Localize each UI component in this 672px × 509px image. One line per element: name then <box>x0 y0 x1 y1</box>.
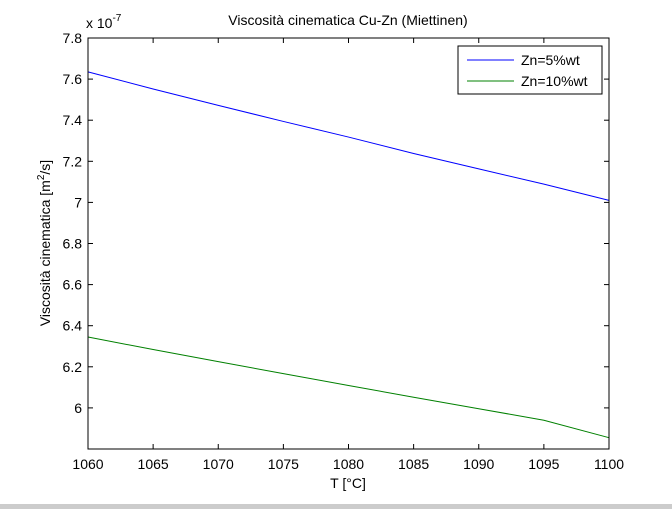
y-tick-label: 6.2 <box>63 359 83 375</box>
y-axis-label-sup: 2 <box>36 174 47 180</box>
y-tick-label: 6 <box>74 400 82 416</box>
y-tick-label: 7 <box>74 194 82 210</box>
plot-area <box>88 38 609 449</box>
axes-box <box>87 37 610 450</box>
x-tick-label: 1080 <box>333 456 364 472</box>
y-tick-label: 7.6 <box>63 71 83 87</box>
y-multiplier-exponent: -7 <box>112 13 121 24</box>
series-line-zn10 <box>87 336 610 439</box>
y-axis-label-prefix: Viscosità cinematica [m <box>37 180 53 326</box>
tick-labels-layer: 1060 1065 1070 1075 1080 1085 1090 1095 1100 6 6.2… <box>63 30 625 472</box>
y-tick-label: 6.6 <box>63 277 83 293</box>
legend-box <box>457 45 603 95</box>
y-tick-label: 7.2 <box>63 153 83 169</box>
series-line-zn5 <box>87 71 610 201</box>
y-axis-label: Viscosità cinematica [m2/s] <box>36 160 53 326</box>
x-tick-label: 1075 <box>268 456 299 472</box>
x-tick-label: 1085 <box>398 456 429 472</box>
x-tick-label: 1065 <box>138 456 169 472</box>
legend: Zn=5%wt Zn=10%wt <box>457 45 603 95</box>
series-layer <box>87 71 610 439</box>
chart-title: Viscosità cinematica Cu-Zn (Miettinen) <box>228 12 467 28</box>
legend-label-zn10: Zn=10%wt <box>521 73 588 89</box>
y-multiplier: x 10-7 <box>86 13 122 31</box>
y-tick-label: 6.8 <box>63 236 83 252</box>
x-tick-label: 1090 <box>463 456 494 472</box>
x-tick-label: 1095 <box>528 456 559 472</box>
y-tick-label: 7.8 <box>63 30 83 46</box>
y-axis-label-suffix: /s] <box>37 160 53 175</box>
x-axis-label: T [°C] <box>330 475 366 491</box>
x-tick-label: 1070 <box>203 456 234 472</box>
y-multiplier-base: x 10 <box>86 15 113 31</box>
x-tick-label: 1060 <box>72 456 103 472</box>
y-tick-label: 7.4 <box>63 112 83 128</box>
x-tick-label: 1100 <box>594 456 624 472</box>
y-tick-label: 6.4 <box>63 318 83 334</box>
legend-label-zn5: Zn=5%wt <box>521 52 580 68</box>
